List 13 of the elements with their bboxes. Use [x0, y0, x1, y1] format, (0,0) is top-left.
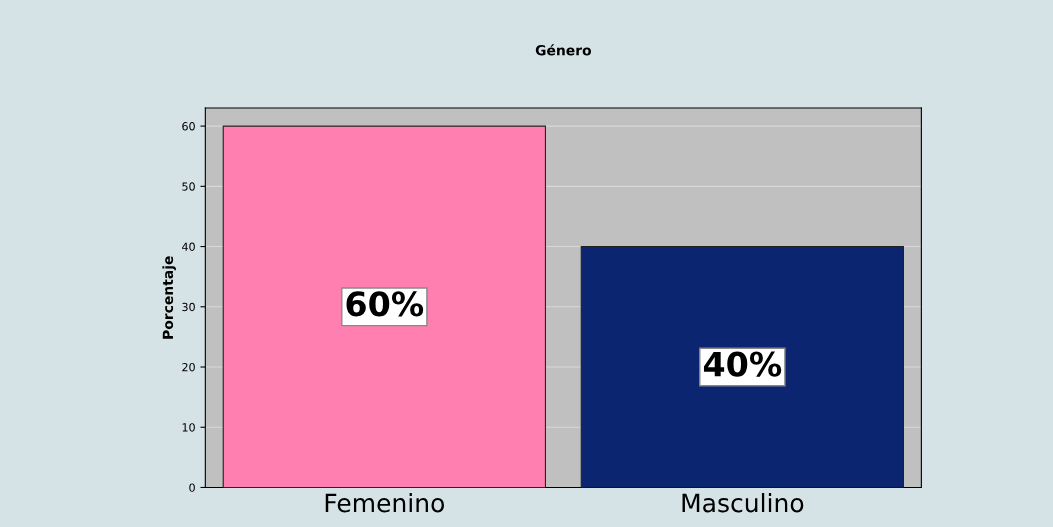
data-label: 60% — [346, 291, 424, 317]
y-tick-label: 0 — [189, 483, 195, 492]
x-tick-label: Femenino — [325, 493, 444, 513]
y-tick-label: 20 — [182, 362, 195, 372]
y-tick-label: 30 — [182, 302, 195, 312]
chart-title: Género — [535, 44, 592, 56]
data-label: 40% — [703, 351, 782, 377]
y-axis-title: Porcentaje — [162, 256, 176, 339]
y-tick-label: 40 — [182, 242, 195, 251]
y-tick-label: 50 — [182, 182, 195, 191]
x-tick-label: Masculino — [682, 493, 804, 513]
y-tick-label: 60 — [182, 122, 195, 131]
y-tick-label: 10 — [182, 423, 195, 432]
